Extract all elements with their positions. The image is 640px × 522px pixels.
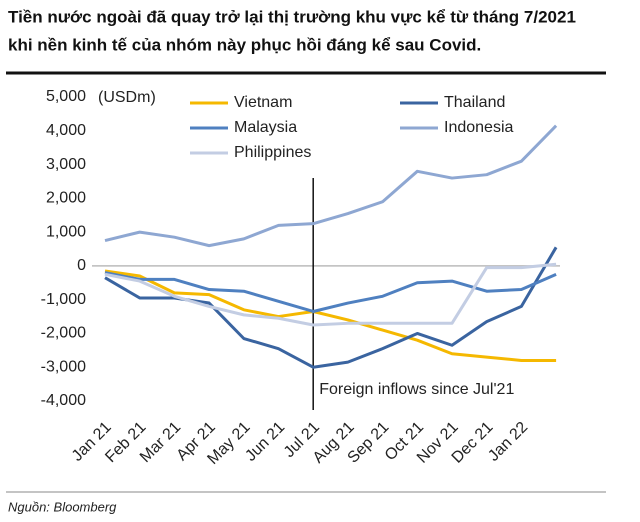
y-unit: (USDm) — [98, 89, 156, 106]
y-tick-label: -4,000 — [41, 392, 86, 409]
y-tick-label: -3,000 — [41, 358, 86, 375]
legend-label: Indonesia — [444, 119, 513, 136]
y-tick-label: 4,000 — [46, 122, 86, 139]
y-tick-label: 2,000 — [46, 190, 86, 207]
legend-label: Philippines — [234, 144, 311, 161]
chart-title: khi nền kinh tế của nhóm này phục hồi đá… — [8, 35, 481, 54]
source: Nguồn: Bloomberg — [8, 499, 117, 514]
legend-label: Malaysia — [234, 119, 297, 136]
y-tick-label: 3,000 — [46, 156, 86, 173]
y-tick-label: 0 — [77, 257, 86, 274]
y-tick-label: 5,000 — [46, 88, 86, 105]
x-tick-label: Jan 22 — [485, 419, 531, 465]
chart-title: Tiền nước ngoài đã quay trở lại thị trườ… — [8, 7, 576, 26]
legend-label: Vietnam — [234, 94, 292, 111]
series-line — [104, 262, 557, 327]
annotation: Foreign inflows since Jul'21 — [319, 381, 514, 398]
legend-label: Thailand — [444, 94, 505, 111]
x-tick-label: Jun 21 — [242, 419, 288, 465]
y-tick-label: -2,000 — [41, 325, 86, 342]
y-tick-label: -1,000 — [41, 291, 86, 308]
series-line — [104, 271, 557, 313]
series-line — [104, 269, 557, 362]
y-tick-label: 1,000 — [46, 223, 86, 240]
series-line — [104, 124, 558, 248]
